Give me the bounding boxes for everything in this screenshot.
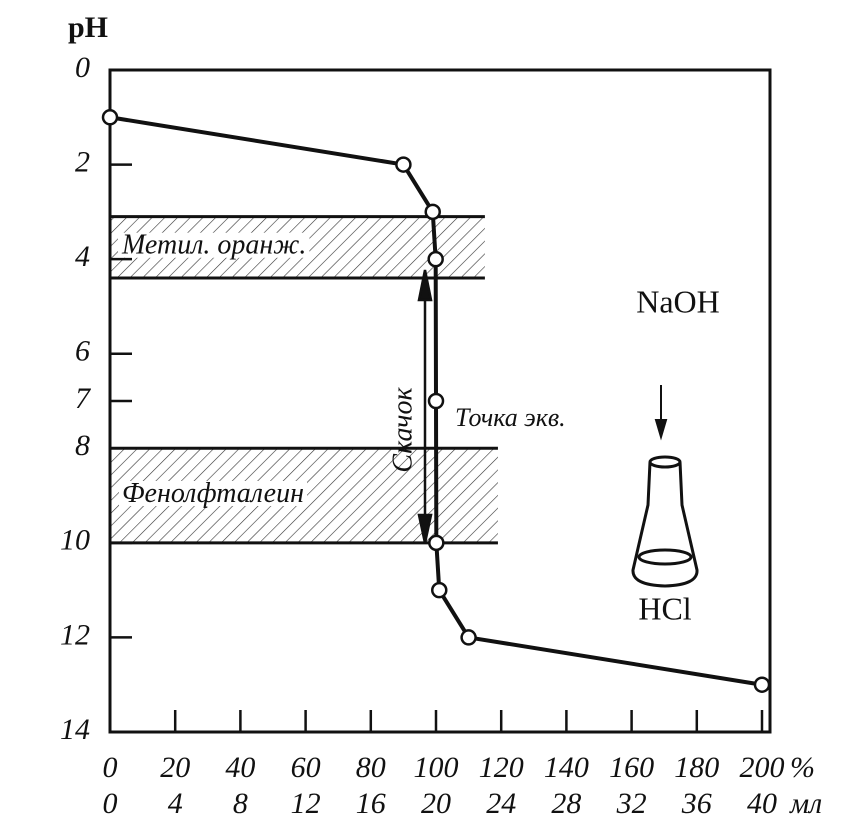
- band-label-bg: [119, 480, 307, 506]
- y-tick-label: 8: [75, 429, 90, 462]
- analyte-label: HCl: [638, 590, 691, 626]
- x2-tick-label: 4: [168, 787, 183, 820]
- y-axis-label: pH: [68, 11, 108, 44]
- y-tick-label: 10: [60, 524, 90, 557]
- band-label-bg: [118, 232, 310, 258]
- y-tick-label: 0: [75, 51, 90, 84]
- y-tick-label: 2: [75, 145, 90, 178]
- arrow-head: [654, 419, 668, 441]
- x2-unit: мл: [789, 787, 822, 820]
- titrant-arrow: [654, 385, 668, 441]
- x2-tick-label: 36: [681, 787, 712, 820]
- jump-arrow: [417, 269, 433, 544]
- x-tick-label: 40: [225, 751, 255, 784]
- y-tick-label: 12: [60, 618, 90, 651]
- x2-tick-label: 12: [291, 787, 321, 820]
- flask-body: [631, 461, 699, 588]
- y-tick-label: 7: [75, 382, 92, 415]
- x-tick-label: 120: [479, 751, 524, 784]
- x2-tick-label: 8: [233, 787, 248, 820]
- y-tick-label: 6: [75, 335, 90, 368]
- data-point: [101, 109, 119, 126]
- x2-tick-label: 16: [356, 787, 386, 820]
- bands: Метил. оранж. Фенолфталеин: [110, 215, 498, 545]
- x-tick-label: 60: [291, 751, 321, 784]
- data-point: [427, 392, 445, 410]
- x2-tick-label: 32: [616, 787, 647, 820]
- band-label: Метил. оранж.: [121, 230, 306, 261]
- x-tick-label: 180: [674, 751, 719, 784]
- data-point: [427, 250, 444, 268]
- band-label: Фенолфталеин: [122, 478, 304, 509]
- x-tick-label: 0: [103, 751, 118, 784]
- arrow-head: [417, 269, 433, 302]
- flask-liquid: [637, 548, 693, 566]
- data-point: [753, 676, 771, 693]
- x2-tick-label: 28: [551, 787, 581, 820]
- data-point: [395, 156, 412, 173]
- x-tick-label: 100: [414, 751, 459, 784]
- flask: [631, 455, 699, 588]
- jump-label: Скачок: [387, 387, 418, 473]
- x-tick-label: 80: [356, 751, 386, 784]
- x2-tick-label: 20: [421, 787, 451, 820]
- x-unit: %: [790, 751, 815, 784]
- x2-tick-label: 0: [103, 787, 118, 820]
- arrow-head: [417, 513, 433, 544]
- data-point: [428, 534, 445, 552]
- x-tick-label: 160: [609, 751, 654, 784]
- x2-tick-label: 40: [747, 787, 777, 820]
- titrant-label: NaOH: [636, 283, 720, 319]
- data-point: [460, 629, 477, 646]
- data-point: [424, 203, 441, 221]
- y-tick-label: 4: [75, 240, 90, 273]
- flask-rim: [648, 455, 682, 469]
- x-tick-label: 200: [740, 751, 785, 784]
- x-tick-label: 20: [160, 751, 190, 784]
- y-tick-label: 14: [60, 713, 90, 746]
- x2-tick-label: 24: [486, 787, 516, 820]
- x-tick-label: 140: [544, 751, 589, 784]
- data-point: [431, 581, 448, 599]
- equivalence-label: Точка экв.: [455, 403, 566, 432]
